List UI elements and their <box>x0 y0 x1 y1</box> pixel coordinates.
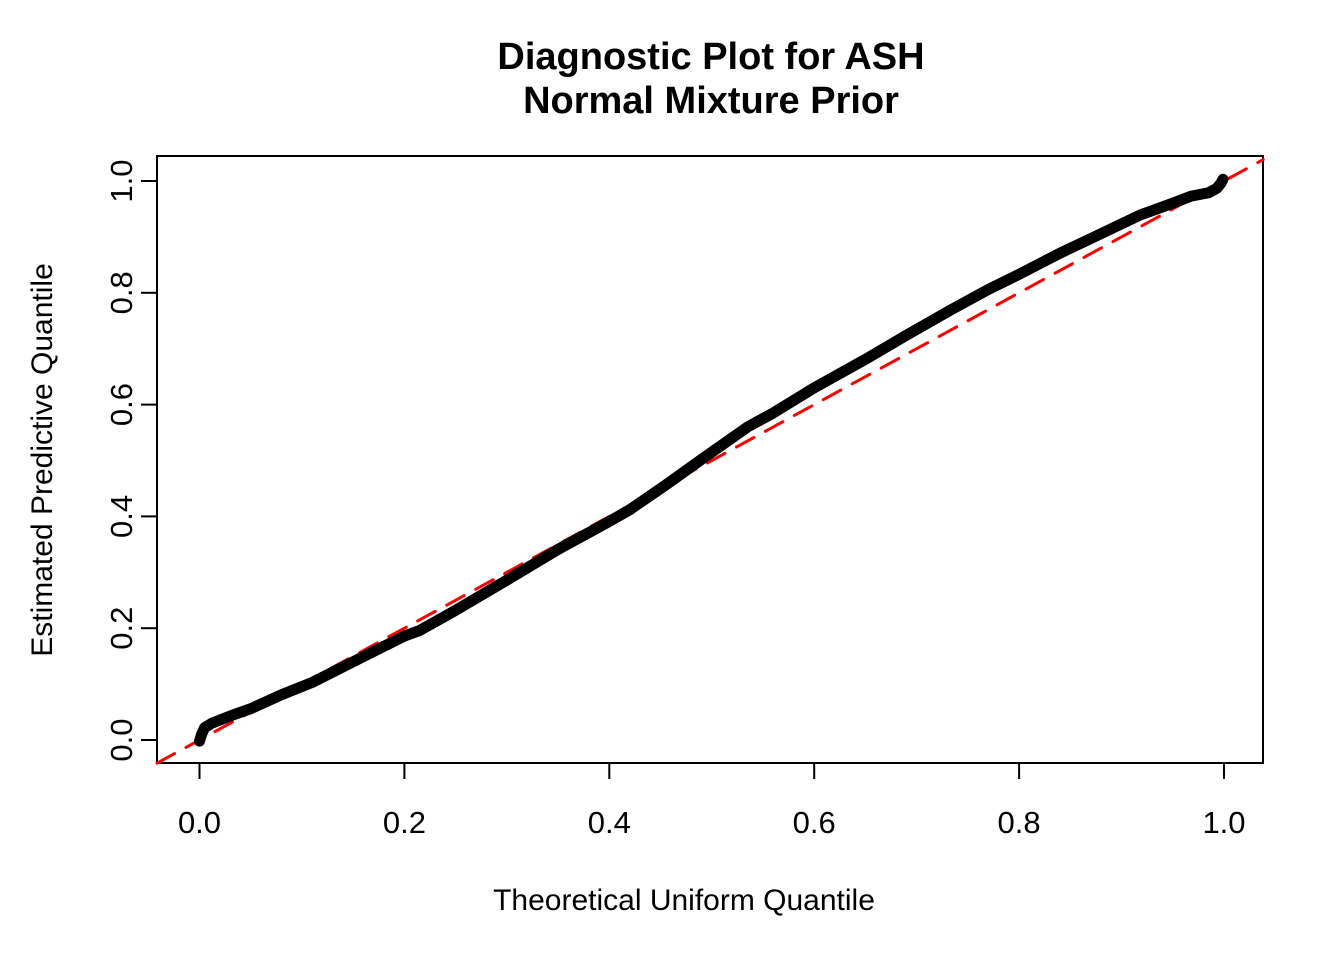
y-tick-label: 0.0 <box>104 718 139 761</box>
y-tick-label: 0.6 <box>104 383 139 426</box>
y-axis-title: Estimated Predictive Quantile <box>26 263 59 657</box>
y-tick-label: 0.2 <box>104 607 139 650</box>
x-tick-label: 0.4 <box>588 805 631 840</box>
x-tick-label: 0.8 <box>998 805 1041 840</box>
chart-title-line2: Normal Mixture Prior <box>523 80 899 122</box>
y-axis-ticks: 0.0 0.2 0.4 0.6 0.8 1.0 <box>104 159 157 762</box>
chart-title-line1: Diagnostic Plot for ASH <box>497 36 924 78</box>
x-axis-ticks: 0.0 0.2 0.4 0.6 0.8 1.0 <box>178 763 1246 840</box>
plot-area-border <box>156 155 1264 764</box>
x-tick-label: 0.6 <box>793 805 836 840</box>
x-tick-label: 1.0 <box>1202 805 1245 840</box>
x-tick-label: 0.0 <box>178 805 221 840</box>
estimated-predictive-quantile-curve <box>194 173 1229 747</box>
x-tick-label: 0.2 <box>383 805 426 840</box>
series-group <box>155 158 1265 765</box>
y-tick-label: 1.0 <box>104 159 139 202</box>
y-tick-label: 0.8 <box>104 271 139 314</box>
x-axis-title: Theoretical Uniform Quantile <box>493 884 875 917</box>
y-tick-label: 0.4 <box>104 495 139 538</box>
